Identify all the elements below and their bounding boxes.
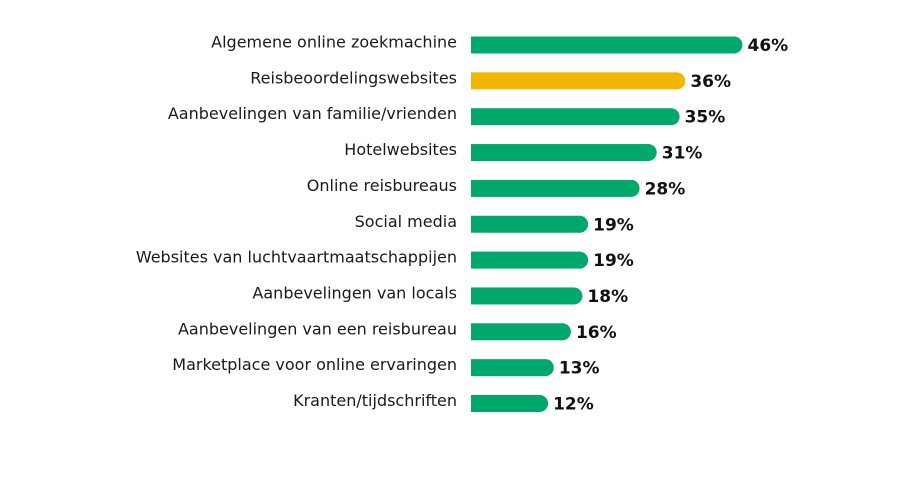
value-label: 13% xyxy=(559,359,600,379)
category-label: Algemene online zoekmachine xyxy=(211,33,457,52)
category-label: Kranten/tijdschriften xyxy=(293,391,457,410)
bar-end-cap xyxy=(536,359,554,377)
bar-end-cap xyxy=(531,395,549,412)
bar xyxy=(471,251,580,269)
value-label: 36% xyxy=(690,72,731,92)
bar-end-cap xyxy=(639,144,657,162)
bar xyxy=(471,108,672,126)
bar-end-cap xyxy=(622,179,640,197)
bar-end-cap xyxy=(725,36,743,54)
category-label: Aanbevelingen van een reisbureau xyxy=(178,319,457,338)
category-label: Online reisbureaus xyxy=(307,176,457,195)
category-label: Websites van luchtvaartmaatschappijen xyxy=(136,248,457,267)
bar xyxy=(471,287,574,305)
category-label: Social media xyxy=(355,212,457,231)
category-label: Marketplace voor online ervaringen xyxy=(172,355,457,374)
bar-end-cap xyxy=(571,215,589,233)
value-label: 31% xyxy=(662,144,703,164)
value-label: 35% xyxy=(685,108,726,128)
bar-end-cap xyxy=(565,287,583,305)
bar xyxy=(471,144,649,162)
category-label: Aanbevelingen van familie/vrienden xyxy=(168,104,457,123)
category-label: Aanbevelingen van locals xyxy=(252,283,457,302)
category-label: Hotelwebsites xyxy=(344,140,457,159)
bar-end-cap xyxy=(668,72,686,90)
bar xyxy=(471,179,632,197)
bar xyxy=(471,215,580,233)
bar xyxy=(471,359,546,377)
value-label: 16% xyxy=(576,323,617,343)
value-label: 28% xyxy=(645,179,686,199)
category-label: Reisbeoordelingswebsites xyxy=(250,68,457,87)
bar xyxy=(471,72,677,90)
bar-end-cap xyxy=(662,108,680,126)
value-label: 46% xyxy=(748,36,789,56)
bar-end-cap xyxy=(553,323,571,341)
value-label: 18% xyxy=(587,287,628,307)
bar xyxy=(471,323,563,341)
bar xyxy=(471,36,734,54)
value-label: 19% xyxy=(593,215,634,235)
bar xyxy=(471,395,540,412)
value-label: 12% xyxy=(553,395,594,415)
bar-end-cap xyxy=(571,251,589,269)
value-label: 19% xyxy=(593,251,634,271)
